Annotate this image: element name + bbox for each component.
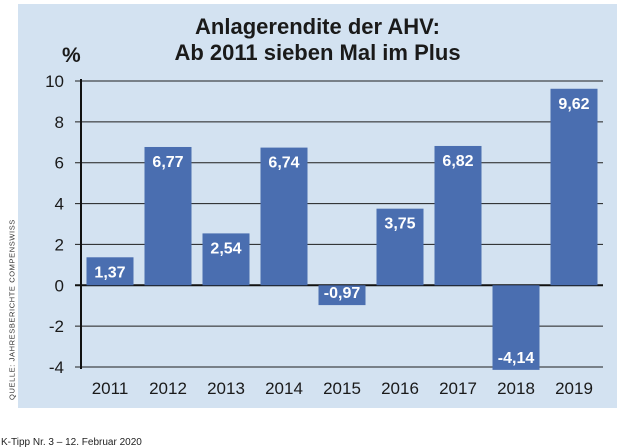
bar-value-label: 3,75 xyxy=(384,216,415,233)
bar-value-label: 6,82 xyxy=(442,153,473,170)
bar xyxy=(144,146,192,286)
bar xyxy=(202,233,250,286)
x-tick-label: 2012 xyxy=(149,379,187,398)
bar xyxy=(376,208,424,286)
bar xyxy=(318,285,366,306)
bar-value-label: 2,54 xyxy=(210,240,241,257)
x-tick-label: 2019 xyxy=(555,379,593,398)
source-note: QUELLE: JAHRESBERICHTE COMPENSWISS xyxy=(7,219,17,400)
y-tick-label: -2 xyxy=(49,317,64,336)
bar-value-label: 6,74 xyxy=(268,155,299,172)
y-tick-label: 10 xyxy=(45,72,64,91)
chart-title: Anlagerendite der AHV: Ab 2011 sieben Ma… xyxy=(18,14,617,66)
y-tick-label: -4 xyxy=(49,358,64,377)
bar xyxy=(492,285,540,370)
y-tick-label: 0 xyxy=(55,276,64,295)
x-tick-label: 2013 xyxy=(207,379,245,398)
x-tick-label: 2011 xyxy=(92,379,129,398)
y-tick-label: 6 xyxy=(55,154,64,173)
x-tick-label: 2016 xyxy=(381,379,419,398)
bar xyxy=(550,88,598,286)
bar-value-label: 6,77 xyxy=(152,154,183,171)
y-tick-label: 2 xyxy=(55,235,64,254)
y-axis-label: % xyxy=(62,44,81,67)
bar-value-label: -0,97 xyxy=(324,285,361,302)
x-tick-label: 2017 xyxy=(439,379,477,398)
bar xyxy=(434,145,482,286)
footer-note: K-Tipp Nr. 3 – 12. Februar 2020 xyxy=(1,437,142,448)
x-tick-label: 2018 xyxy=(497,379,535,398)
bar xyxy=(260,147,308,286)
bar xyxy=(86,257,134,286)
chart-title-line-1: Anlagerendite der AHV: xyxy=(195,14,440,39)
bar-value-label: -4,14 xyxy=(498,350,535,367)
y-tick-label: 8 xyxy=(55,113,64,132)
x-tick-label: 2015 xyxy=(323,379,361,398)
x-tick-label: 2014 xyxy=(265,379,303,398)
bar-value-label: 1,37 xyxy=(94,264,125,281)
bar-value-label: 9,62 xyxy=(558,96,589,113)
y-tick-label: 4 xyxy=(55,195,64,214)
chart-title-line-2: Ab 2011 sieben Mal im Plus xyxy=(174,40,461,65)
